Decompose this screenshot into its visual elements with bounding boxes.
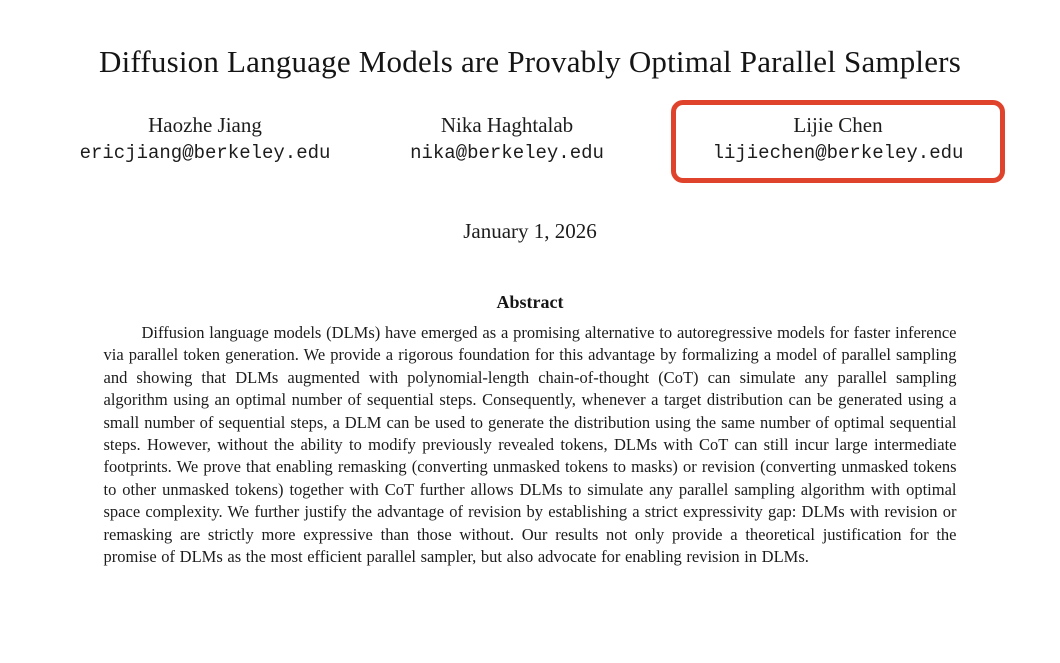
paper-page: Diffusion Language Models are Provably O… — [0, 40, 1060, 663]
author-block: Haozhe Jiang ericjiang@berkeley.edu — [55, 100, 355, 183]
paper-date: January 1, 2026 — [463, 219, 597, 243]
author-block: Nika Haghtalab nika@berkeley.edu — [367, 100, 647, 183]
author-email: nika@berkeley.edu — [410, 142, 604, 164]
author-row: Haozhe Jiang ericjiang@berkeley.edu Nika… — [0, 100, 1060, 183]
author-name: Lijie Chen — [793, 113, 883, 137]
author-name: Nika Haghtalab — [440, 113, 574, 137]
paper-title: Diffusion Language Models are Provably O… — [99, 44, 961, 79]
author-email: ericjiang@berkeley.edu — [79, 142, 331, 164]
abstract-text: Diffusion language models (DLMs) have em… — [103, 323, 957, 567]
abstract-heading: Abstract — [496, 292, 564, 312]
highlight-box: Lijie Chen lijiechen@berkeley.edu — [671, 100, 1005, 183]
author-name: Haozhe Jiang — [148, 113, 262, 137]
author-email: lijiechen@berkeley.edu — [712, 142, 964, 164]
